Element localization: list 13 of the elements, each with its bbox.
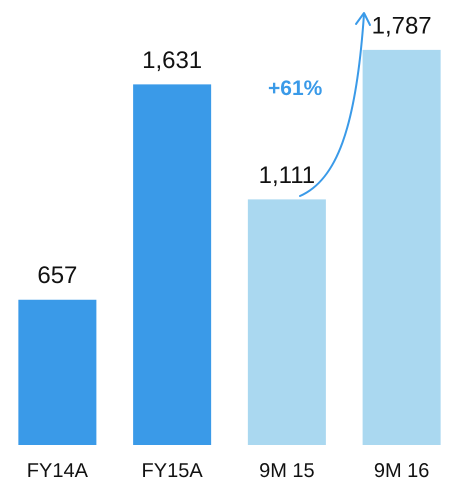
x-tick-label: 9M 15 bbox=[259, 460, 315, 482]
x-tick-label: FY15A bbox=[142, 460, 204, 482]
x-tick-label: 9M 16 bbox=[374, 460, 430, 482]
data-label: 1,787 bbox=[372, 12, 432, 40]
annotation: +61% bbox=[268, 77, 323, 100]
data-label: 1,111 bbox=[258, 162, 316, 189]
data-label: 1,631 bbox=[142, 46, 202, 74]
x-tick-label: FY14A bbox=[26, 460, 89, 482]
bar bbox=[248, 199, 326, 445]
data-label: 657 bbox=[37, 262, 78, 290]
bar bbox=[18, 300, 96, 445]
bar bbox=[133, 84, 212, 445]
bar bbox=[362, 50, 441, 445]
